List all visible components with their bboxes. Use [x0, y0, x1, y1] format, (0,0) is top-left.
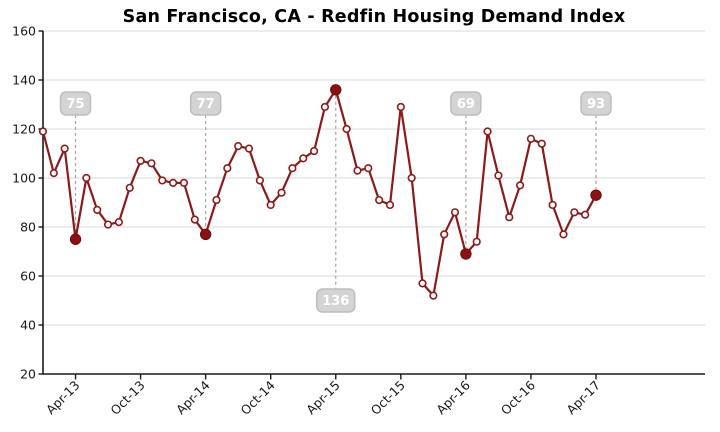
data-point-marker	[255, 176, 264, 185]
data-point-marker	[309, 146, 319, 156]
data-point-marker	[244, 144, 254, 153]
data-point-marker	[60, 144, 69, 153]
data-point-marker	[147, 159, 156, 168]
data-point-marker	[548, 200, 557, 210]
y-tick-label: 80	[20, 220, 36, 235]
data-point-marker	[472, 237, 481, 246]
data-point-marker	[353, 166, 362, 175]
x-tick-label: Apr-13	[43, 378, 83, 418]
annotation-label: 136	[322, 294, 349, 309]
data-point-marker	[375, 195, 384, 205]
data-point-marker	[266, 200, 275, 210]
data-point-marker	[277, 188, 286, 197]
data-point-marker	[114, 218, 124, 227]
annotation-label: 75	[66, 97, 84, 112]
data-point-marker	[158, 176, 167, 185]
data-point-marker	[234, 142, 243, 151]
y-tick-label: 160	[12, 24, 36, 39]
data-point-marker	[364, 164, 373, 173]
y-tick-label: 60	[20, 269, 36, 284]
chart-title: San Francisco, CA - Redfin Housing Deman…	[122, 7, 626, 27]
annotation-box	[59, 91, 92, 116]
data-point-marker	[385, 200, 395, 210]
data-point-marker	[537, 139, 546, 148]
data-point-marker	[136, 156, 145, 165]
x-tick-label: Apr-15	[303, 378, 343, 418]
data-point-marker	[169, 178, 178, 187]
y-tick-label: 100	[12, 171, 36, 186]
data-point-marker	[38, 127, 48, 136]
data-point-marker	[559, 230, 568, 239]
annotated-point-marker	[199, 228, 212, 241]
x-tick-label: Oct-13	[107, 378, 147, 418]
data-point-marker	[223, 164, 232, 173]
y-tick-label: 20	[20, 367, 36, 382]
data-point-marker	[494, 171, 503, 180]
data-point-marker	[515, 181, 525, 190]
data-point-marker	[396, 102, 405, 112]
x-tick-label: Oct-14	[238, 377, 278, 417]
x-tick-label: Apr-14	[173, 377, 213, 417]
data-point-marker	[483, 127, 492, 136]
data-point-marker	[103, 220, 113, 229]
data-point-marker	[570, 208, 579, 217]
y-tick-label: 120	[12, 122, 36, 137]
data-point-marker	[82, 173, 91, 183]
data-point-marker	[407, 173, 416, 183]
annotated-point-marker	[330, 84, 342, 96]
annotation-box	[580, 91, 612, 116]
data-point-marker	[179, 178, 189, 187]
annotation-box	[316, 288, 356, 313]
data-point-marker	[450, 208, 460, 217]
annotated-point-marker	[590, 189, 602, 201]
annotation-label: 69	[457, 97, 475, 112]
data-point-marker	[526, 134, 536, 143]
data-point-marker	[299, 154, 308, 163]
data-point-marker	[212, 195, 221, 205]
series-line	[41, 88, 598, 297]
y-tick-label: 140	[12, 73, 36, 88]
annotation-label: 93	[587, 97, 605, 112]
x-tick-label: Apr-16	[433, 377, 473, 417]
data-point-marker	[505, 213, 514, 222]
data-point-marker	[342, 124, 351, 134]
data-point-marker	[581, 210, 590, 219]
x-tick-label: Oct-16	[498, 377, 538, 417]
annotation-box	[450, 91, 482, 116]
data-point-marker	[125, 183, 134, 192]
data-point-marker	[320, 102, 330, 112]
data-point-marker	[440, 230, 449, 239]
x-tick-label: Oct-15	[368, 378, 408, 418]
y-tick-label: 40	[20, 318, 36, 333]
data-point-marker	[418, 279, 427, 288]
data-point-marker	[288, 164, 297, 173]
data-point-marker	[49, 169, 58, 178]
annotated-point-marker	[69, 233, 82, 245]
x-tick-label: Apr-17	[563, 378, 603, 418]
annotated-point-marker	[460, 248, 472, 260]
data-point-marker	[190, 215, 199, 224]
data-point-marker	[93, 205, 102, 214]
data-point-marker	[429, 291, 438, 300]
annotation-box	[189, 91, 222, 116]
annotation-label: 77	[197, 97, 215, 112]
